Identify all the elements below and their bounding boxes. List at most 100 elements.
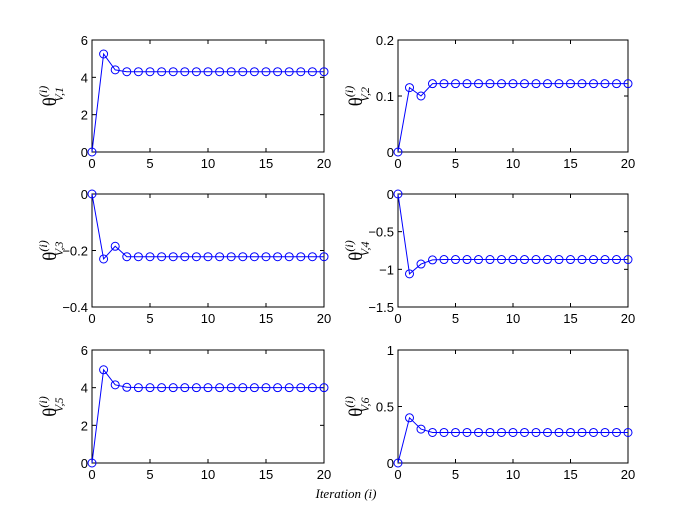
y-axis-label: θ(i) V,3 <box>36 240 66 260</box>
chart-panel-3: 0 5 10 15 20 −0.4 −0.2 0 θ(i) V,3 <box>36 187 331 326</box>
y-tick-label: −1 <box>379 262 394 277</box>
y-axis-label-superscript: (i) <box>342 86 356 97</box>
data-point <box>122 67 132 77</box>
y-tick-label: 4 <box>81 381 88 396</box>
y-tick-label: −0.2 <box>62 244 88 259</box>
y-tick-label: 0 <box>81 187 88 202</box>
x-tick-label: 10 <box>506 156 520 171</box>
chart-panel-4: 0 5 10 15 20 −1.5 −1 −0.5 0 θ(i) V,4 <box>342 187 635 326</box>
x-tick-label: 15 <box>259 467 273 482</box>
x-tick-label: 20 <box>621 311 635 326</box>
series-line <box>397 416 628 464</box>
chart-panel-1: 0 5 10 15 20 0 2 4 6 θ(i) V,1 <box>36 33 331 171</box>
data-point <box>133 252 143 262</box>
data-point <box>393 147 403 157</box>
y-tick-label: 2 <box>81 108 88 123</box>
series-line <box>91 52 324 153</box>
data-point <box>319 67 329 77</box>
y-axis-label-symbol: θ <box>346 252 367 261</box>
data-point <box>273 252 283 262</box>
data-point <box>122 252 132 262</box>
plot-area-frame <box>397 193 629 308</box>
data-point <box>296 67 306 77</box>
y-axis-label: θ(i) V,1 <box>36 86 66 106</box>
x-tick-label: 20 <box>317 156 331 171</box>
data-point <box>296 383 306 393</box>
data-point <box>238 383 248 393</box>
data-point <box>157 383 167 393</box>
data-point <box>462 255 472 265</box>
plot-area-frame <box>91 39 325 153</box>
data-point <box>238 252 248 262</box>
data-point <box>508 427 518 437</box>
data-point <box>623 427 633 437</box>
data-point <box>600 427 610 437</box>
data-point <box>543 427 552 437</box>
x-tick-label: 0 <box>88 156 95 171</box>
x-tick-label: 20 <box>317 311 331 326</box>
series-line <box>397 83 628 153</box>
data-point <box>577 79 587 89</box>
y-axis-label-symbol: θ <box>346 408 367 417</box>
data-point <box>531 427 541 437</box>
x-tick-label: 0 <box>88 311 95 326</box>
data-point <box>249 252 259 262</box>
data-point <box>99 254 109 264</box>
data-point <box>531 79 541 89</box>
data-point <box>451 427 460 437</box>
data-point <box>520 427 529 437</box>
data-point <box>261 252 271 262</box>
data-point <box>393 458 403 468</box>
y-axis-label-subscript: V,6 <box>358 397 372 412</box>
data-point <box>451 255 460 265</box>
y-axis-label-subscript: V,1 <box>52 87 66 102</box>
data-point <box>485 255 495 265</box>
y-tick-label: 0 <box>387 145 394 160</box>
data-point <box>145 383 155 393</box>
x-tick-label: 5 <box>146 467 153 482</box>
data-point <box>87 189 97 199</box>
x-tick-label: 10 <box>201 311 215 326</box>
y-axis-label: θ(i) V,4 <box>342 240 372 260</box>
data-point <box>307 383 317 393</box>
data-point <box>589 255 598 265</box>
data-point <box>215 383 225 393</box>
x-tick-label: 0 <box>394 311 401 326</box>
chart-panel-2: 0 5 10 15 20 0 0.1 0.2 θ(i) V,2 <box>342 33 635 171</box>
data-point <box>451 79 460 89</box>
data-point <box>428 427 437 437</box>
x-tick-label: 20 <box>621 156 635 171</box>
data-point <box>520 79 529 89</box>
data-point <box>474 427 483 437</box>
x-tick-label: 5 <box>146 311 153 326</box>
y-axis-label-symbol: θ <box>40 408 61 417</box>
y-axis-label: θ(i) V,6 <box>342 396 372 416</box>
data-point <box>122 382 132 392</box>
data-point <box>566 255 575 265</box>
y-tick-label: 0 <box>81 456 88 471</box>
y-axis-label-symbol: θ <box>40 252 61 261</box>
y-axis-label-symbol: θ <box>346 97 367 106</box>
x-tick-label: 5 <box>452 467 459 482</box>
data-point <box>226 67 236 77</box>
data-point <box>623 255 633 265</box>
y-tick-label: 6 <box>81 33 88 48</box>
data-point <box>110 380 120 390</box>
x-tick-label: 15 <box>563 467 577 482</box>
y-axis-label-symbol: θ <box>40 97 61 106</box>
x-tick-label: 15 <box>259 311 273 326</box>
y-tick-label: −0.4 <box>62 300 88 315</box>
y-tick-label: 6 <box>81 343 88 358</box>
data-point <box>577 427 587 437</box>
data-point <box>508 79 518 89</box>
data-point <box>462 79 472 89</box>
y-axis-label-subscript: V,3 <box>52 241 66 256</box>
data-point <box>589 427 598 437</box>
data-point <box>612 427 621 437</box>
y-tick-label: −1.5 <box>368 300 394 315</box>
x-tick-label: 5 <box>452 311 459 326</box>
data-point <box>589 79 598 89</box>
data-point <box>99 49 109 59</box>
data-point <box>87 147 97 157</box>
